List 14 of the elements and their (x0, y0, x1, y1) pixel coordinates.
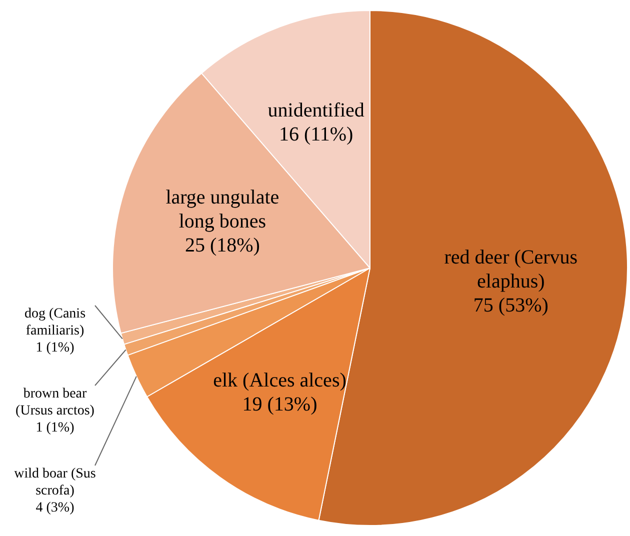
slice-label: wild boar (Sus scrofa) (14, 466, 96, 499)
data-label: 4 (3%) (36, 500, 75, 516)
data-label: 16 (11%) (278, 123, 354, 146)
slice-label: elk (Alces alces) (213, 370, 346, 392)
slice-label: unidentified (268, 99, 364, 122)
data-label: 75 (53%) (473, 294, 548, 316)
slice-label: dog (Canis familiaris) (24, 306, 86, 339)
slice-label: red deer (Cervus elaphus) (444, 246, 578, 292)
data-label: 25 (18%) (184, 234, 260, 256)
slice-label: large ungulate long bones (166, 186, 280, 232)
slice-label: brown bear (Ursus arctos) (16, 386, 95, 419)
data-label: 1 (1%) (36, 420, 75, 436)
data-label: 1 (1%) (36, 340, 75, 356)
data-label: 19 (13%) (242, 394, 318, 416)
